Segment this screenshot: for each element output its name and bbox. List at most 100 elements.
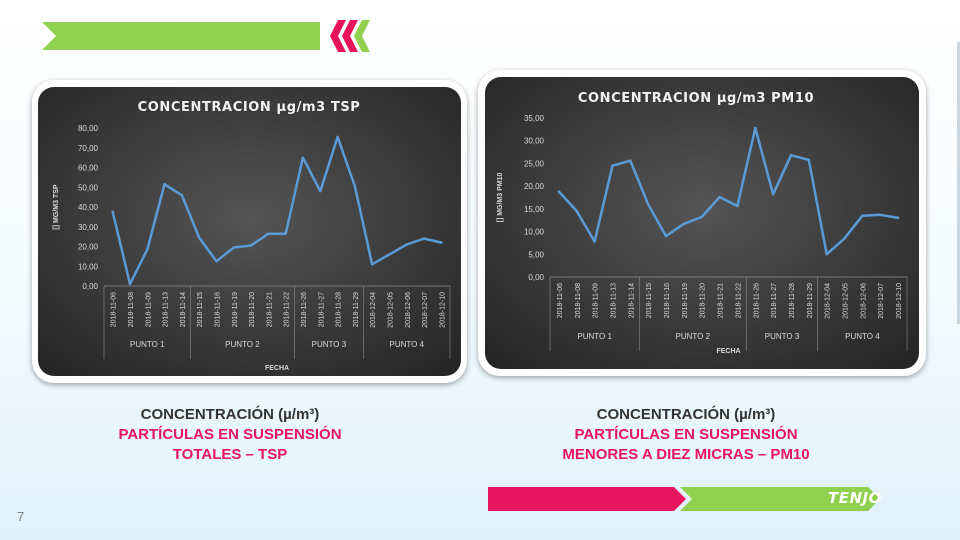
caption-tsp-line1: CONCENTRACIÓN (µ/m³) xyxy=(140,406,320,423)
tsp-chart: CONCENTRACION µg/m3 TSP 0,00 10,00 20,00 30,… xyxy=(38,87,461,376)
x-tick-label: 2018-11-19 xyxy=(232,292,239,327)
data-point xyxy=(825,253,828,256)
x-tick-label: 2018-11-26 xyxy=(301,292,308,327)
data-point xyxy=(267,232,270,235)
group-label: PUNTO 4 xyxy=(845,332,880,341)
data-point xyxy=(336,135,339,139)
x-tick-label: 2018-11-20 xyxy=(249,292,256,327)
x-tick-label: 2018-11-16 xyxy=(664,283,671,318)
caption-tsp-line3: TOTALES – TSP xyxy=(172,446,288,463)
y-tick-label: 15,00 xyxy=(524,205,545,214)
caption-tsp: CONCENTRACIÓN (µ/m³) PARTÍCULAS EN SUSPE… xyxy=(80,405,380,465)
x-tick-label: 2018-11-22 xyxy=(284,292,291,327)
x-tick-label: 2018-11-20 xyxy=(700,283,707,318)
data-point xyxy=(807,158,811,161)
y-tick-label: 40,00 xyxy=(78,203,99,212)
data-point xyxy=(718,195,721,199)
x-tick-label: 2018-11-26 xyxy=(753,283,760,318)
x-tick-label: 2018-12-04 xyxy=(370,292,377,328)
data-point xyxy=(754,126,757,130)
x-tick-label: 2018-11-28 xyxy=(336,292,343,327)
x-tick-label: 2018-11-19 xyxy=(682,283,689,318)
data-point xyxy=(301,156,305,159)
x-tick-label: 2018-12-07 xyxy=(422,292,429,328)
data-point xyxy=(879,213,882,216)
x-tick-label: 2018-11-28 xyxy=(789,283,796,318)
x-tick-label: 2018-11-22 xyxy=(735,283,742,318)
group-label: PUNTO 2 xyxy=(676,332,711,341)
data-point xyxy=(180,193,184,197)
data-point xyxy=(771,193,775,196)
y-tick-label: 50,00 xyxy=(78,183,99,192)
data-point xyxy=(440,241,443,244)
x-tick-label: 2018-12-10 xyxy=(439,292,446,328)
x-tick-label: 2018-11-29 xyxy=(353,292,360,327)
chart-background xyxy=(38,87,461,376)
x-tick-label: 2018-11-21 xyxy=(718,283,725,318)
data-point xyxy=(646,203,650,206)
chart-frame-tsp: CONCENTRACION µg/m3 TSP 0,00 10,00 20,00 30,… xyxy=(32,80,467,383)
data-point xyxy=(843,237,846,240)
x-tick-label: 2018-12-06 xyxy=(405,292,412,328)
x-tick-label: 2018-11-15 xyxy=(646,283,653,318)
data-point xyxy=(789,154,793,157)
data-point xyxy=(128,282,132,286)
data-point xyxy=(163,183,166,186)
data-point xyxy=(370,263,374,266)
data-point xyxy=(353,185,357,188)
x-tick-label: 2018-11-14 xyxy=(180,292,187,327)
y-axis-label: [] MG/M3 TSP xyxy=(53,184,60,229)
x-tick-label: 2018-11-29 xyxy=(807,283,814,318)
data-point xyxy=(319,190,322,193)
x-tick-label: 2018-12-04 xyxy=(825,283,832,319)
group-label: PUNTO 4 xyxy=(389,340,424,349)
data-point xyxy=(736,204,739,208)
group-label: PUNTO 3 xyxy=(312,340,347,349)
x-tick-label: 2018-11-14 xyxy=(628,283,635,318)
y-tick-label: 0,00 xyxy=(528,273,544,282)
x-tick-label: 2018-12-10 xyxy=(896,283,903,319)
x-tick-label: 2018-11-21 xyxy=(266,292,273,327)
data-point xyxy=(861,214,864,217)
y-tick-label: 0,00 xyxy=(82,282,98,291)
y-tick-label: 25,00 xyxy=(524,159,545,168)
data-point xyxy=(146,248,149,251)
chevron-decoration-icon xyxy=(330,20,370,52)
data-point xyxy=(557,190,561,193)
slide-edge-divider xyxy=(957,42,960,324)
y-tick-label: 20,00 xyxy=(524,182,545,191)
x-tick-label: 2018-11-27 xyxy=(318,292,325,327)
bottom-green-arrow xyxy=(680,487,880,511)
y-tick-label: 35,00 xyxy=(524,114,545,123)
x-tick-label: 2018-11-13 xyxy=(610,283,617,318)
data-point xyxy=(249,244,253,247)
top-green-banner xyxy=(42,22,320,50)
caption-tsp-line2: PARTÍCULAS EN SUSPENSIÓN xyxy=(118,426,342,443)
y-axis-label: [] MG/M3 PM10 xyxy=(497,173,504,223)
y-tick-label: 80,00 xyxy=(78,124,99,133)
chart-title: CONCENTRACION µg/m3 PM10 xyxy=(578,91,814,106)
data-point xyxy=(284,232,287,235)
group-label: PUNTO 3 xyxy=(765,332,800,341)
data-point xyxy=(593,240,596,243)
y-tick-label: 5,00 xyxy=(528,250,544,259)
data-point xyxy=(405,243,408,246)
x-tick-label: 2018-12-05 xyxy=(387,292,394,328)
x-tick-label: 2018-12-05 xyxy=(843,283,850,319)
data-point xyxy=(215,260,218,263)
y-tick-label: 60,00 xyxy=(78,164,99,173)
y-tick-label: 30,00 xyxy=(78,223,99,232)
data-point xyxy=(232,246,235,249)
x-tick-label: 2018-12-07 xyxy=(878,283,885,319)
series-line xyxy=(557,126,900,256)
data-point xyxy=(422,237,426,240)
caption-pm10-line3: MENORES A DIEZ MICRAS – PM10 xyxy=(562,446,810,463)
x-tick-label: 2018-11-27 xyxy=(771,283,778,318)
data-point xyxy=(111,210,114,214)
bottom-pink-arrow xyxy=(488,487,686,511)
x-tick-label: 2018-12-06 xyxy=(860,283,867,319)
data-point xyxy=(700,215,703,219)
y-tick-label: 30,00 xyxy=(524,137,545,146)
data-point xyxy=(575,209,578,213)
caption-pm10: CONCENTRACIÓN (µ/m³) PARTÍCULAS EN SUSPE… xyxy=(520,405,852,465)
